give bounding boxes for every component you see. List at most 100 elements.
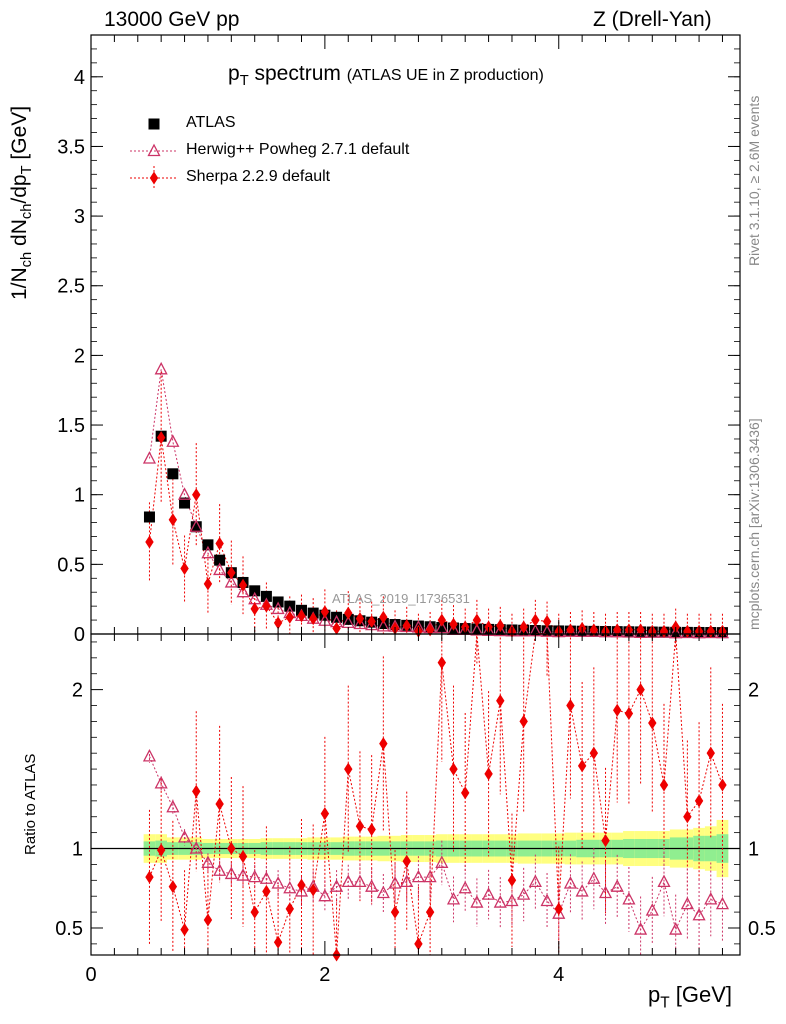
sherpa-point: [168, 513, 178, 527]
sherpa-ratio-point: [601, 834, 610, 848]
sherpa-ratio-point: [706, 746, 715, 760]
plot-title: pT spectrum (ATLAS UE in Z production): [228, 62, 544, 89]
herwig-ratio-point: [177, 830, 192, 843]
y-tick-label: 4: [74, 67, 85, 89]
sherpa-ratio-point: [449, 762, 458, 776]
sherpa-point: [273, 616, 283, 630]
sherpa-point: [227, 566, 236, 580]
ylabel-part-c: /dp: [8, 174, 31, 204]
herwig-ratio-point: [166, 799, 180, 813]
sherpa-ratio-point: [554, 902, 563, 916]
sherpa-ratio-point: [566, 699, 575, 713]
title-rest: spectrum: [248, 62, 341, 85]
herwig-ratio-point: [517, 887, 531, 900]
atlas-point: [249, 585, 261, 597]
sherpa-ratio-point: [355, 819, 365, 833]
ratio-tick-label-right: 2: [748, 680, 759, 702]
herwig-ratio-point: [142, 748, 157, 762]
sherpa-ratio-point: [460, 786, 470, 800]
legend-markers: [130, 118, 178, 190]
herwig-ratio-point: [435, 855, 449, 868]
ylabel-part-a: 1/N: [8, 267, 31, 300]
rivet-label: Rivet 3.1.10, ≥ 2.6M events: [746, 95, 762, 266]
y-tick-label: 0.5: [57, 554, 85, 576]
sherpa-ratio-point: [496, 694, 505, 708]
y-tick-label: 3: [74, 206, 85, 228]
ratio-plot-series: [142, 633, 730, 962]
sherpa-point: [332, 621, 341, 635]
sherpa-ratio-point: [308, 883, 318, 897]
sherpa-ratio-point: [344, 762, 353, 776]
herwig-point: [224, 575, 238, 588]
herwig-ratio-point: [388, 876, 402, 889]
ylabel-part-d: [GeV]: [8, 105, 31, 166]
sherpa-ratio-point: [145, 870, 154, 884]
sherpa-ratio-point: [659, 778, 669, 792]
herwig-point: [189, 519, 203, 532]
header-right: Z (Drell-Yan): [593, 8, 712, 31]
mcplots-label: mcplots.cern.ch [arXiv:1306.3436]: [746, 418, 762, 630]
sherpa-point: [437, 613, 447, 627]
sherpa-point: [145, 535, 154, 549]
sherpa-point: [496, 619, 505, 633]
herwig-ratio-point: [645, 903, 659, 916]
x-tick-label: 0: [85, 964, 96, 986]
sherpa-ratio-point: [156, 843, 166, 857]
title-main: p: [228, 62, 240, 85]
atlas-point: [167, 468, 179, 480]
sherpa-point: [320, 605, 330, 619]
sherpa-ratio-point: [297, 878, 306, 892]
herwig-ratio-point: [692, 907, 706, 921]
header-left: 13000 GeV pp: [104, 8, 240, 31]
legend-marker-herwig: [147, 143, 161, 157]
ratio-tick-label: 1: [72, 839, 83, 861]
herwig-ratio-point: [482, 887, 496, 900]
herwig-point: [271, 601, 285, 615]
sherpa-point: [250, 602, 259, 616]
sherpa-point: [156, 431, 166, 445]
sherpa-ratio-point: [320, 807, 330, 821]
sherpa-ratio-point: [437, 656, 447, 670]
sherpa-ratio-point: [589, 746, 599, 760]
herwig-point: [353, 616, 367, 630]
sherpa-point: [379, 610, 388, 624]
herwig-ratio-point: [610, 879, 624, 892]
sherpa-point: [402, 619, 411, 633]
herwig-ratio-point: [329, 879, 344, 892]
title-note: (ATLAS UE in Z production): [346, 67, 544, 84]
sherpa-ratio-point: [484, 767, 493, 781]
sherpa-ratio-point: [262, 884, 271, 898]
herwig-point: [166, 434, 180, 447]
herwig-ratio-point: [575, 884, 589, 897]
sherpa-point: [285, 610, 294, 624]
herwig-point: [154, 361, 168, 375]
herwig-ratio-point: [528, 874, 542, 888]
atlas-point: [190, 521, 202, 533]
atlas-point: [214, 554, 226, 566]
sherpa-point: [531, 613, 540, 627]
sherpa-point: [192, 488, 201, 502]
sherpa-ratio-point: [613, 703, 622, 717]
sherpa-point: [308, 612, 318, 626]
herwig-ratio-point: [505, 893, 519, 907]
xlabel-part-a: p: [648, 982, 661, 1007]
herwig-ratio-point: [680, 896, 694, 910]
herwig-point: [201, 545, 215, 559]
sherpa-ratio-point: [215, 797, 224, 811]
ylabel-sub-b: ch: [19, 203, 36, 220]
sherpa-ratio-point: [577, 759, 587, 773]
herwig-ratio-point: [423, 869, 437, 883]
herwig-ratio-point: [201, 855, 215, 868]
sherpa-ratio-point: [390, 905, 400, 919]
sherpa-ratio-point: [168, 880, 178, 894]
herwig-point: [177, 487, 192, 500]
xlabel-part-b: [GeV]: [669, 982, 733, 1007]
ylabel-part-b: dN: [8, 219, 31, 252]
herwig-ratio-point: [224, 866, 238, 880]
sherpa-ratio-point: [648, 716, 657, 730]
herwig-ratio-point: [704, 891, 718, 905]
herwig-ratio-point: [563, 876, 578, 889]
ratio-tick-label-right: 0.5: [748, 918, 776, 940]
atlas-point: [202, 539, 214, 551]
herwig-ratio-point: [446, 891, 461, 905]
